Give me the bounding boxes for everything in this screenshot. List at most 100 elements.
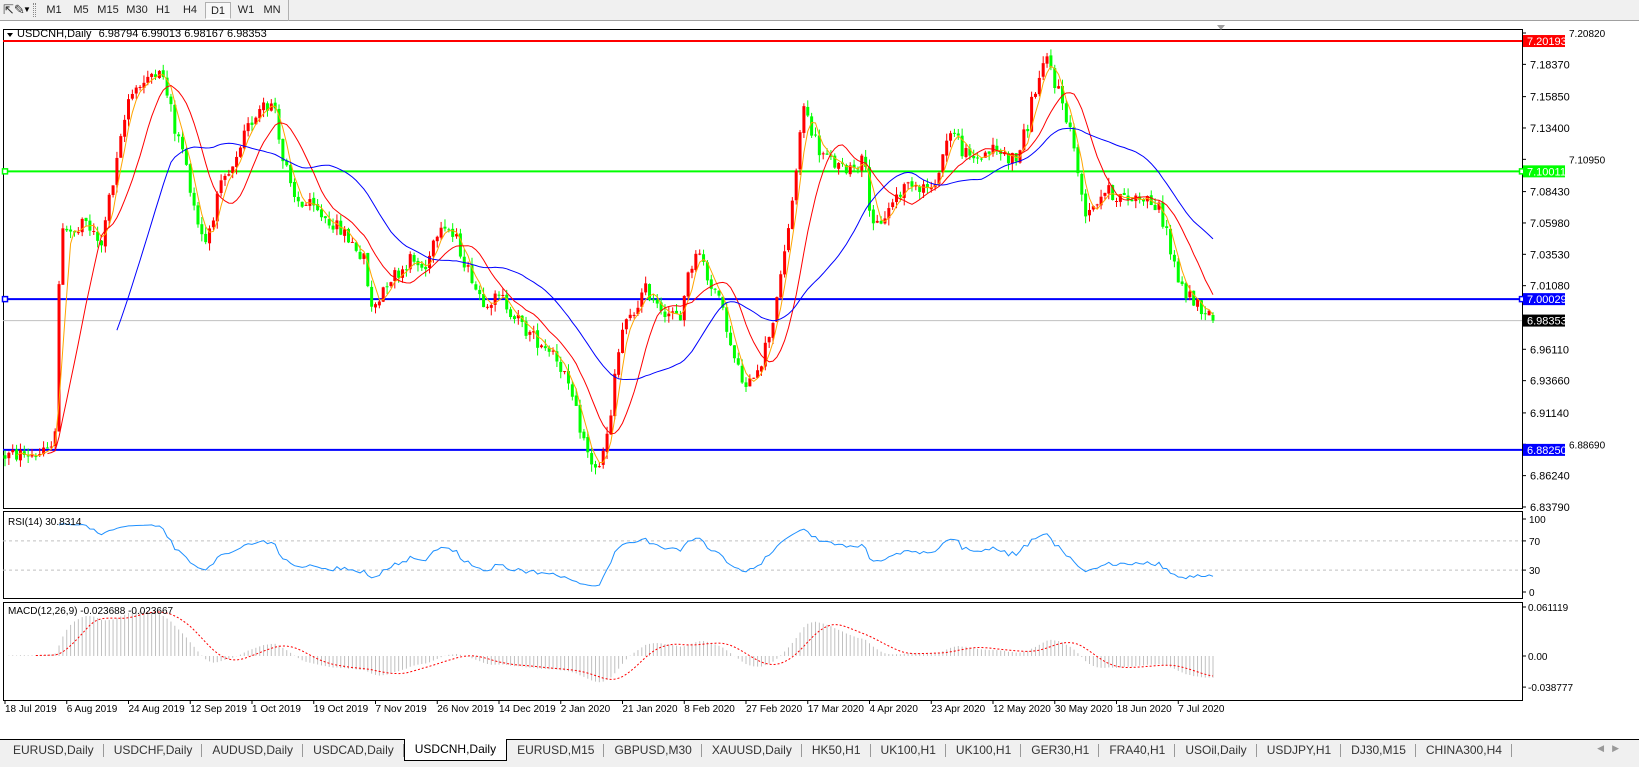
candle-body <box>385 286 389 288</box>
toolbar-grip[interactable] <box>33 3 36 17</box>
candle <box>736 352 740 366</box>
candle <box>956 128 960 140</box>
candle-body <box>902 184 906 198</box>
candle <box>119 133 123 158</box>
price-tick-label: 6.86240 <box>1530 471 1570 483</box>
candle-body <box>613 373 617 417</box>
candle-body <box>941 154 945 173</box>
candle-body <box>532 330 536 333</box>
timeframe-mn[interactable]: MN <box>263 4 281 16</box>
candle <box>586 431 590 458</box>
tab-usoil-daily[interactable]: USOil,Daily <box>1175 740 1258 761</box>
candle-body <box>698 253 702 255</box>
candle-body <box>219 180 223 193</box>
candle <box>767 336 771 348</box>
date-tick-label: 12 May 2020 <box>993 704 1051 715</box>
candle-body <box>119 136 123 158</box>
candle-body <box>1196 299 1200 307</box>
collapse-triangle-icon[interactable] <box>7 33 13 37</box>
candle <box>76 227 80 235</box>
candle <box>717 290 721 298</box>
tab-eurusd-m15[interactable]: EURUSD,M15 <box>507 740 605 761</box>
candle <box>532 325 536 340</box>
candle <box>1180 276 1184 287</box>
timeframe-m30[interactable]: M30 <box>126 4 148 16</box>
tab-uk100-h1[interactable]: UK100,H1 <box>871 740 947 761</box>
candle <box>115 151 119 193</box>
candle-body <box>505 294 509 310</box>
candle-body <box>323 216 327 219</box>
candle <box>821 151 825 160</box>
timeframe-h1[interactable]: H1 <box>155 4 171 16</box>
candle-body <box>783 251 787 275</box>
price-tick-label: 6.83790 <box>1530 502 1570 514</box>
timeframe-h4[interactable]: H4 <box>182 4 198 16</box>
tab-usdcnh-daily[interactable]: USDCNH,Daily <box>403 739 508 761</box>
candle-body <box>231 166 235 174</box>
candle-body <box>127 99 131 120</box>
timeframe-w1[interactable]: W1 <box>237 4 255 16</box>
candle-body <box>512 316 516 320</box>
candle-body <box>759 366 763 372</box>
tab-scroll-arrows-icon[interactable]: ◀▶ <box>1597 743 1627 753</box>
level-handle[interactable] <box>1 168 9 175</box>
candle <box>536 323 540 356</box>
candle-body <box>640 292 644 307</box>
tab-dj30-m15[interactable]: DJ30,M15 <box>1341 740 1416 761</box>
timeframe-d1[interactable]: D1 <box>205 2 231 19</box>
candle <box>748 374 752 387</box>
macd-axis: MACD(12,26,9) -0.023688 -0.023667 0.06111… <box>8 603 1573 694</box>
candle-body <box>1192 290 1196 306</box>
candle-body <box>767 337 771 343</box>
candle-body <box>223 175 227 180</box>
tab-fra40-h1[interactable]: FRA40,H1 <box>1099 740 1176 761</box>
candle-body <box>1045 56 1049 64</box>
candle <box>721 296 725 311</box>
timeframe-m5[interactable]: M5 <box>73 4 89 16</box>
candle <box>667 306 671 323</box>
chart-window[interactable]: USDCNH,Daily 6.98794 6.99013 6.98167 6.98… <box>0 21 1639 738</box>
candle <box>1080 172 1084 202</box>
candle <box>1192 290 1196 307</box>
candle-body <box>952 132 956 134</box>
candle-body <box>578 404 582 433</box>
tab-hk50-h1[interactable]: HK50,H1 <box>802 740 871 761</box>
tab-usdchf-daily[interactable]: USDCHF,Daily <box>104 740 203 761</box>
candle-body <box>740 365 744 383</box>
candle <box>868 159 872 217</box>
candle <box>474 281 478 291</box>
timeframe-m1[interactable]: M1 <box>46 4 62 16</box>
tab-china300-h4[interactable]: CHINA300,H4 <box>1416 740 1512 761</box>
tab-xauusd-daily[interactable]: XAUUSD,Daily <box>702 740 802 761</box>
cursor-pencil-icon[interactable]: ⇱✎ <box>3 2 25 17</box>
candle-body <box>690 268 694 273</box>
tab-audusd-daily[interactable]: AUDUSD,Daily <box>202 740 303 761</box>
price-tick-label: 7.20820 <box>1569 29 1606 40</box>
level-handle[interactable] <box>1 295 9 303</box>
tab-usdjpy-h1[interactable]: USDJPY,H1 <box>1257 740 1342 761</box>
candle-body <box>1072 127 1076 149</box>
candle <box>269 99 273 112</box>
candle <box>45 442 49 449</box>
candle-body <box>350 241 354 243</box>
chevron-down-icon[interactable]: ▼ <box>23 5 31 14</box>
candle-body <box>7 452 11 459</box>
candle-body <box>497 294 501 296</box>
ma-fast-line <box>16 65 1214 464</box>
candle-body <box>779 274 783 298</box>
candle <box>134 85 138 99</box>
chart-shift-marker-icon[interactable] <box>1217 25 1225 30</box>
candle-body <box>729 332 733 346</box>
level-price-tag <box>1523 165 1565 178</box>
candle <box>1026 124 1030 138</box>
tab-gbpusd-m30[interactable]: GBPUSD,M30 <box>604 740 703 761</box>
timeframe-m15[interactable]: M15 <box>97 4 119 16</box>
candle-body <box>906 182 910 184</box>
macd-tick-label: -0.038777 <box>1528 683 1573 694</box>
candle-body <box>1049 55 1053 68</box>
tab-eurusd-daily[interactable]: EURUSD,Daily <box>3 740 104 761</box>
tab-uk100-h1[interactable]: UK100,H1 <box>946 740 1022 761</box>
tab-ger30-h1[interactable]: GER30,H1 <box>1021 740 1100 761</box>
tab-usdcad-daily[interactable]: USDCAD,Daily <box>303 740 404 761</box>
candle <box>1138 192 1142 204</box>
